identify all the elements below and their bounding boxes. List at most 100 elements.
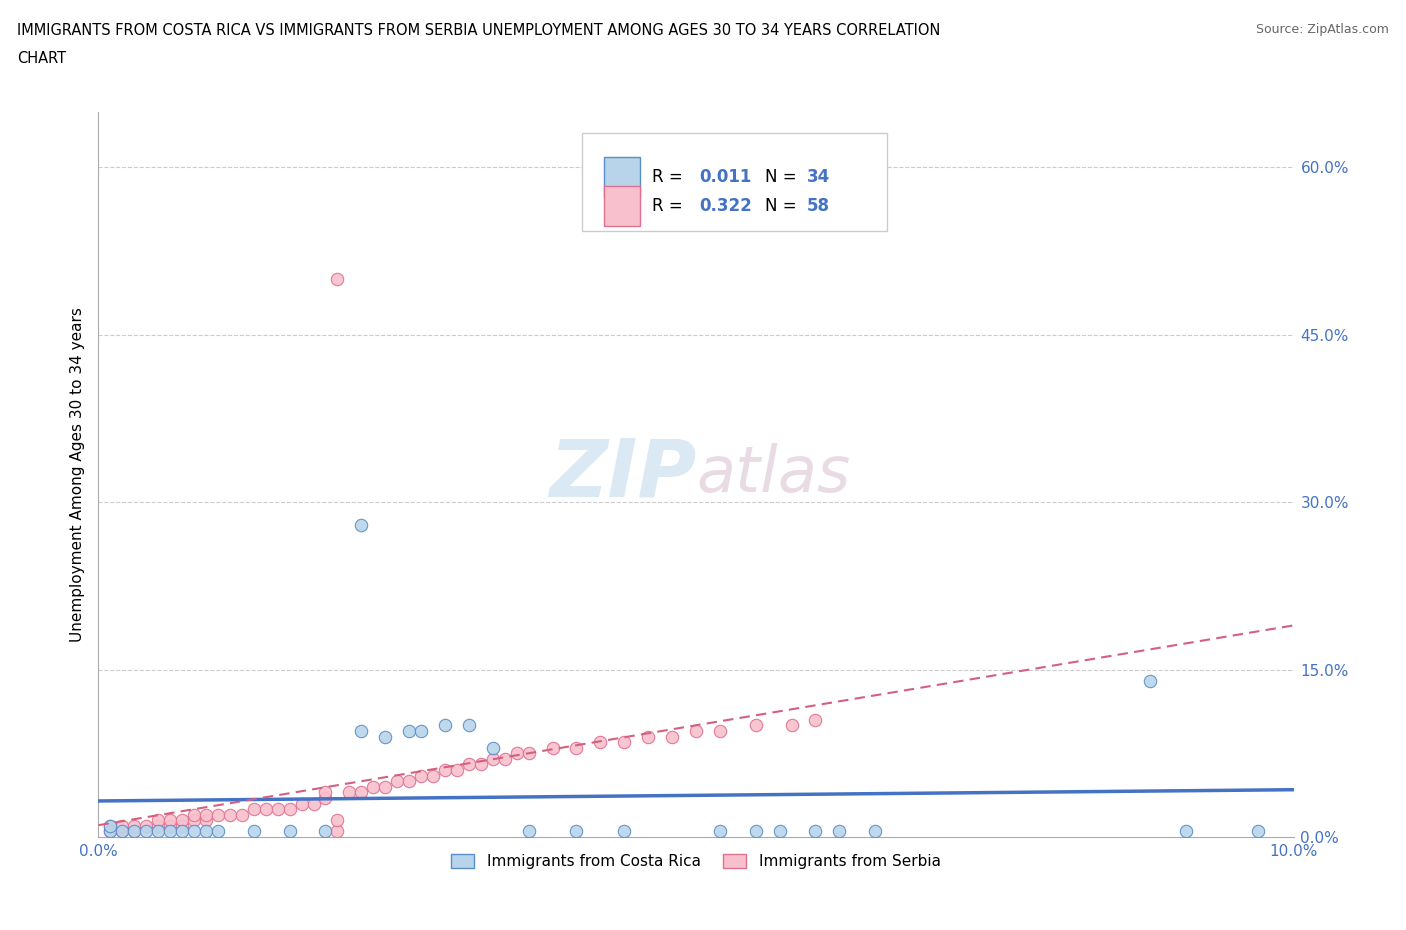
Text: N =: N =	[765, 168, 803, 186]
Point	[172, 818, 194, 833]
Point	[769, 824, 792, 839]
Point	[124, 818, 146, 833]
Text: IMMIGRANTS FROM COSTA RICA VS IMMIGRANTS FROM SERBIA UNEMPLOYMENT AMONG AGES 30 : IMMIGRANTS FROM COSTA RICA VS IMMIGRANTS…	[17, 23, 941, 38]
Point	[326, 272, 349, 286]
Point	[159, 818, 181, 833]
Point	[589, 735, 612, 750]
Point	[148, 818, 170, 833]
Point	[398, 724, 420, 738]
Point	[350, 517, 373, 532]
Point	[745, 824, 768, 839]
Point	[1139, 673, 1161, 688]
Point	[159, 824, 181, 839]
Point	[804, 712, 827, 727]
Point	[207, 824, 229, 839]
Point	[315, 790, 337, 805]
Point	[613, 824, 636, 839]
Point	[780, 718, 803, 733]
Point	[517, 746, 540, 761]
Point	[411, 768, 433, 783]
Point	[613, 735, 636, 750]
Point	[183, 813, 205, 828]
Point	[267, 802, 290, 817]
Point	[207, 807, 229, 822]
FancyBboxPatch shape	[582, 133, 887, 232]
Point	[195, 807, 218, 822]
Point	[661, 729, 683, 744]
Text: 58: 58	[807, 196, 830, 215]
Point	[637, 729, 659, 744]
Point	[482, 751, 505, 766]
Point	[1247, 824, 1270, 839]
Point	[183, 807, 205, 822]
FancyBboxPatch shape	[605, 157, 640, 197]
Point	[339, 785, 361, 800]
Point	[565, 824, 588, 839]
Point	[148, 813, 170, 828]
Point	[709, 724, 731, 738]
Point	[111, 824, 134, 839]
Legend: Immigrants from Costa Rica, Immigrants from Serbia: Immigrants from Costa Rica, Immigrants f…	[451, 854, 941, 870]
Point	[828, 824, 851, 839]
Text: Source: ZipAtlas.com: Source: ZipAtlas.com	[1256, 23, 1389, 36]
Point	[291, 796, 314, 811]
Point	[470, 757, 492, 772]
Point	[195, 824, 218, 839]
Point	[315, 824, 337, 839]
Point	[398, 774, 420, 789]
Point	[482, 740, 505, 755]
Text: N =: N =	[765, 196, 803, 215]
Point	[326, 824, 349, 839]
Point	[315, 785, 337, 800]
Text: ZIP: ZIP	[548, 435, 696, 513]
Point	[804, 824, 827, 839]
Point	[183, 824, 205, 839]
Point	[278, 824, 301, 839]
Point	[422, 768, 444, 783]
Point	[111, 818, 134, 833]
Point	[1175, 824, 1198, 839]
Point	[254, 802, 277, 817]
Point	[350, 724, 373, 738]
Point	[745, 718, 768, 733]
Point	[98, 818, 122, 833]
Text: 0.322: 0.322	[700, 196, 752, 215]
Point	[98, 824, 122, 839]
Y-axis label: Unemployment Among Ages 30 to 34 years: Unemployment Among Ages 30 to 34 years	[69, 307, 84, 642]
Point	[350, 785, 373, 800]
Point	[135, 818, 157, 833]
Point	[278, 802, 301, 817]
Point	[865, 824, 887, 839]
Point	[494, 751, 516, 766]
Point	[685, 724, 707, 738]
Point	[565, 740, 588, 755]
Point	[302, 796, 325, 811]
Point	[446, 763, 468, 777]
Point	[172, 813, 194, 828]
Point	[148, 824, 170, 839]
Point	[98, 824, 122, 839]
FancyBboxPatch shape	[605, 186, 640, 226]
Point	[172, 824, 194, 839]
Point	[434, 763, 457, 777]
Text: 34: 34	[807, 168, 831, 186]
Point	[135, 824, 157, 839]
Point	[458, 757, 481, 772]
Point	[231, 807, 253, 822]
Point	[363, 779, 385, 794]
Point	[374, 729, 396, 744]
Point	[517, 824, 540, 839]
Point	[541, 740, 564, 755]
Point	[98, 818, 122, 833]
Point	[374, 779, 396, 794]
Point	[326, 813, 349, 828]
Point	[506, 746, 529, 761]
Point	[243, 824, 266, 839]
Point	[411, 724, 433, 738]
Point	[124, 824, 146, 839]
Point	[385, 774, 409, 789]
Point	[124, 824, 146, 839]
Point	[434, 718, 457, 733]
Text: atlas: atlas	[696, 444, 851, 505]
Text: CHART: CHART	[17, 51, 66, 66]
